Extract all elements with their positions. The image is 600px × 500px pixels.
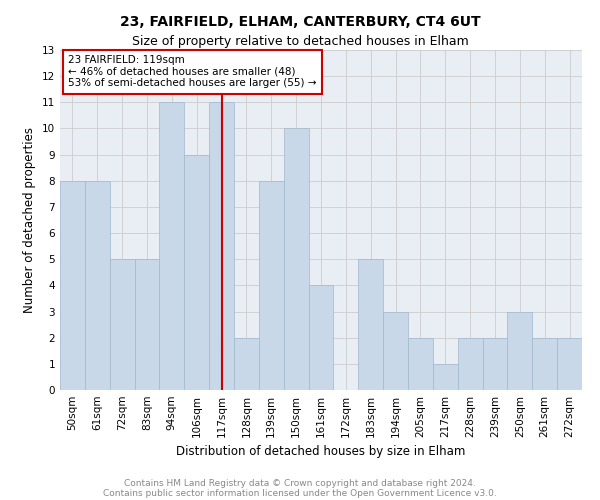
Text: 23 FAIRFIELD: 119sqm
← 46% of detached houses are smaller (48)
53% of semi-detac: 23 FAIRFIELD: 119sqm ← 46% of detached h… (68, 55, 316, 88)
Bar (209, 102, 234, 390)
Bar (60, 181, 85, 390)
Bar (234, 338, 259, 390)
Bar (458, 338, 482, 390)
Bar (308, 286, 334, 390)
Text: Size of property relative to detached houses in Elham: Size of property relative to detached ho… (131, 35, 469, 48)
Bar (284, 128, 308, 390)
Bar (160, 102, 184, 390)
Bar (259, 181, 284, 390)
Text: Contains HM Land Registry data © Crown copyright and database right 2024.: Contains HM Land Registry data © Crown c… (124, 478, 476, 488)
Bar (134, 259, 160, 390)
Bar (110, 259, 134, 390)
Y-axis label: Number of detached properties: Number of detached properties (23, 127, 37, 313)
Bar (482, 338, 508, 390)
Bar (557, 338, 582, 390)
Bar (358, 259, 383, 390)
Text: Contains public sector information licensed under the Open Government Licence v3: Contains public sector information licen… (103, 488, 497, 498)
Bar (85, 181, 110, 390)
Bar (408, 338, 433, 390)
Text: 23, FAIRFIELD, ELHAM, CANTERBURY, CT4 6UT: 23, FAIRFIELD, ELHAM, CANTERBURY, CT4 6U… (119, 15, 481, 29)
X-axis label: Distribution of detached houses by size in Elham: Distribution of detached houses by size … (176, 446, 466, 458)
Bar (383, 312, 408, 390)
Bar (532, 338, 557, 390)
Bar (184, 154, 209, 390)
Bar (433, 364, 458, 390)
Bar (508, 312, 532, 390)
